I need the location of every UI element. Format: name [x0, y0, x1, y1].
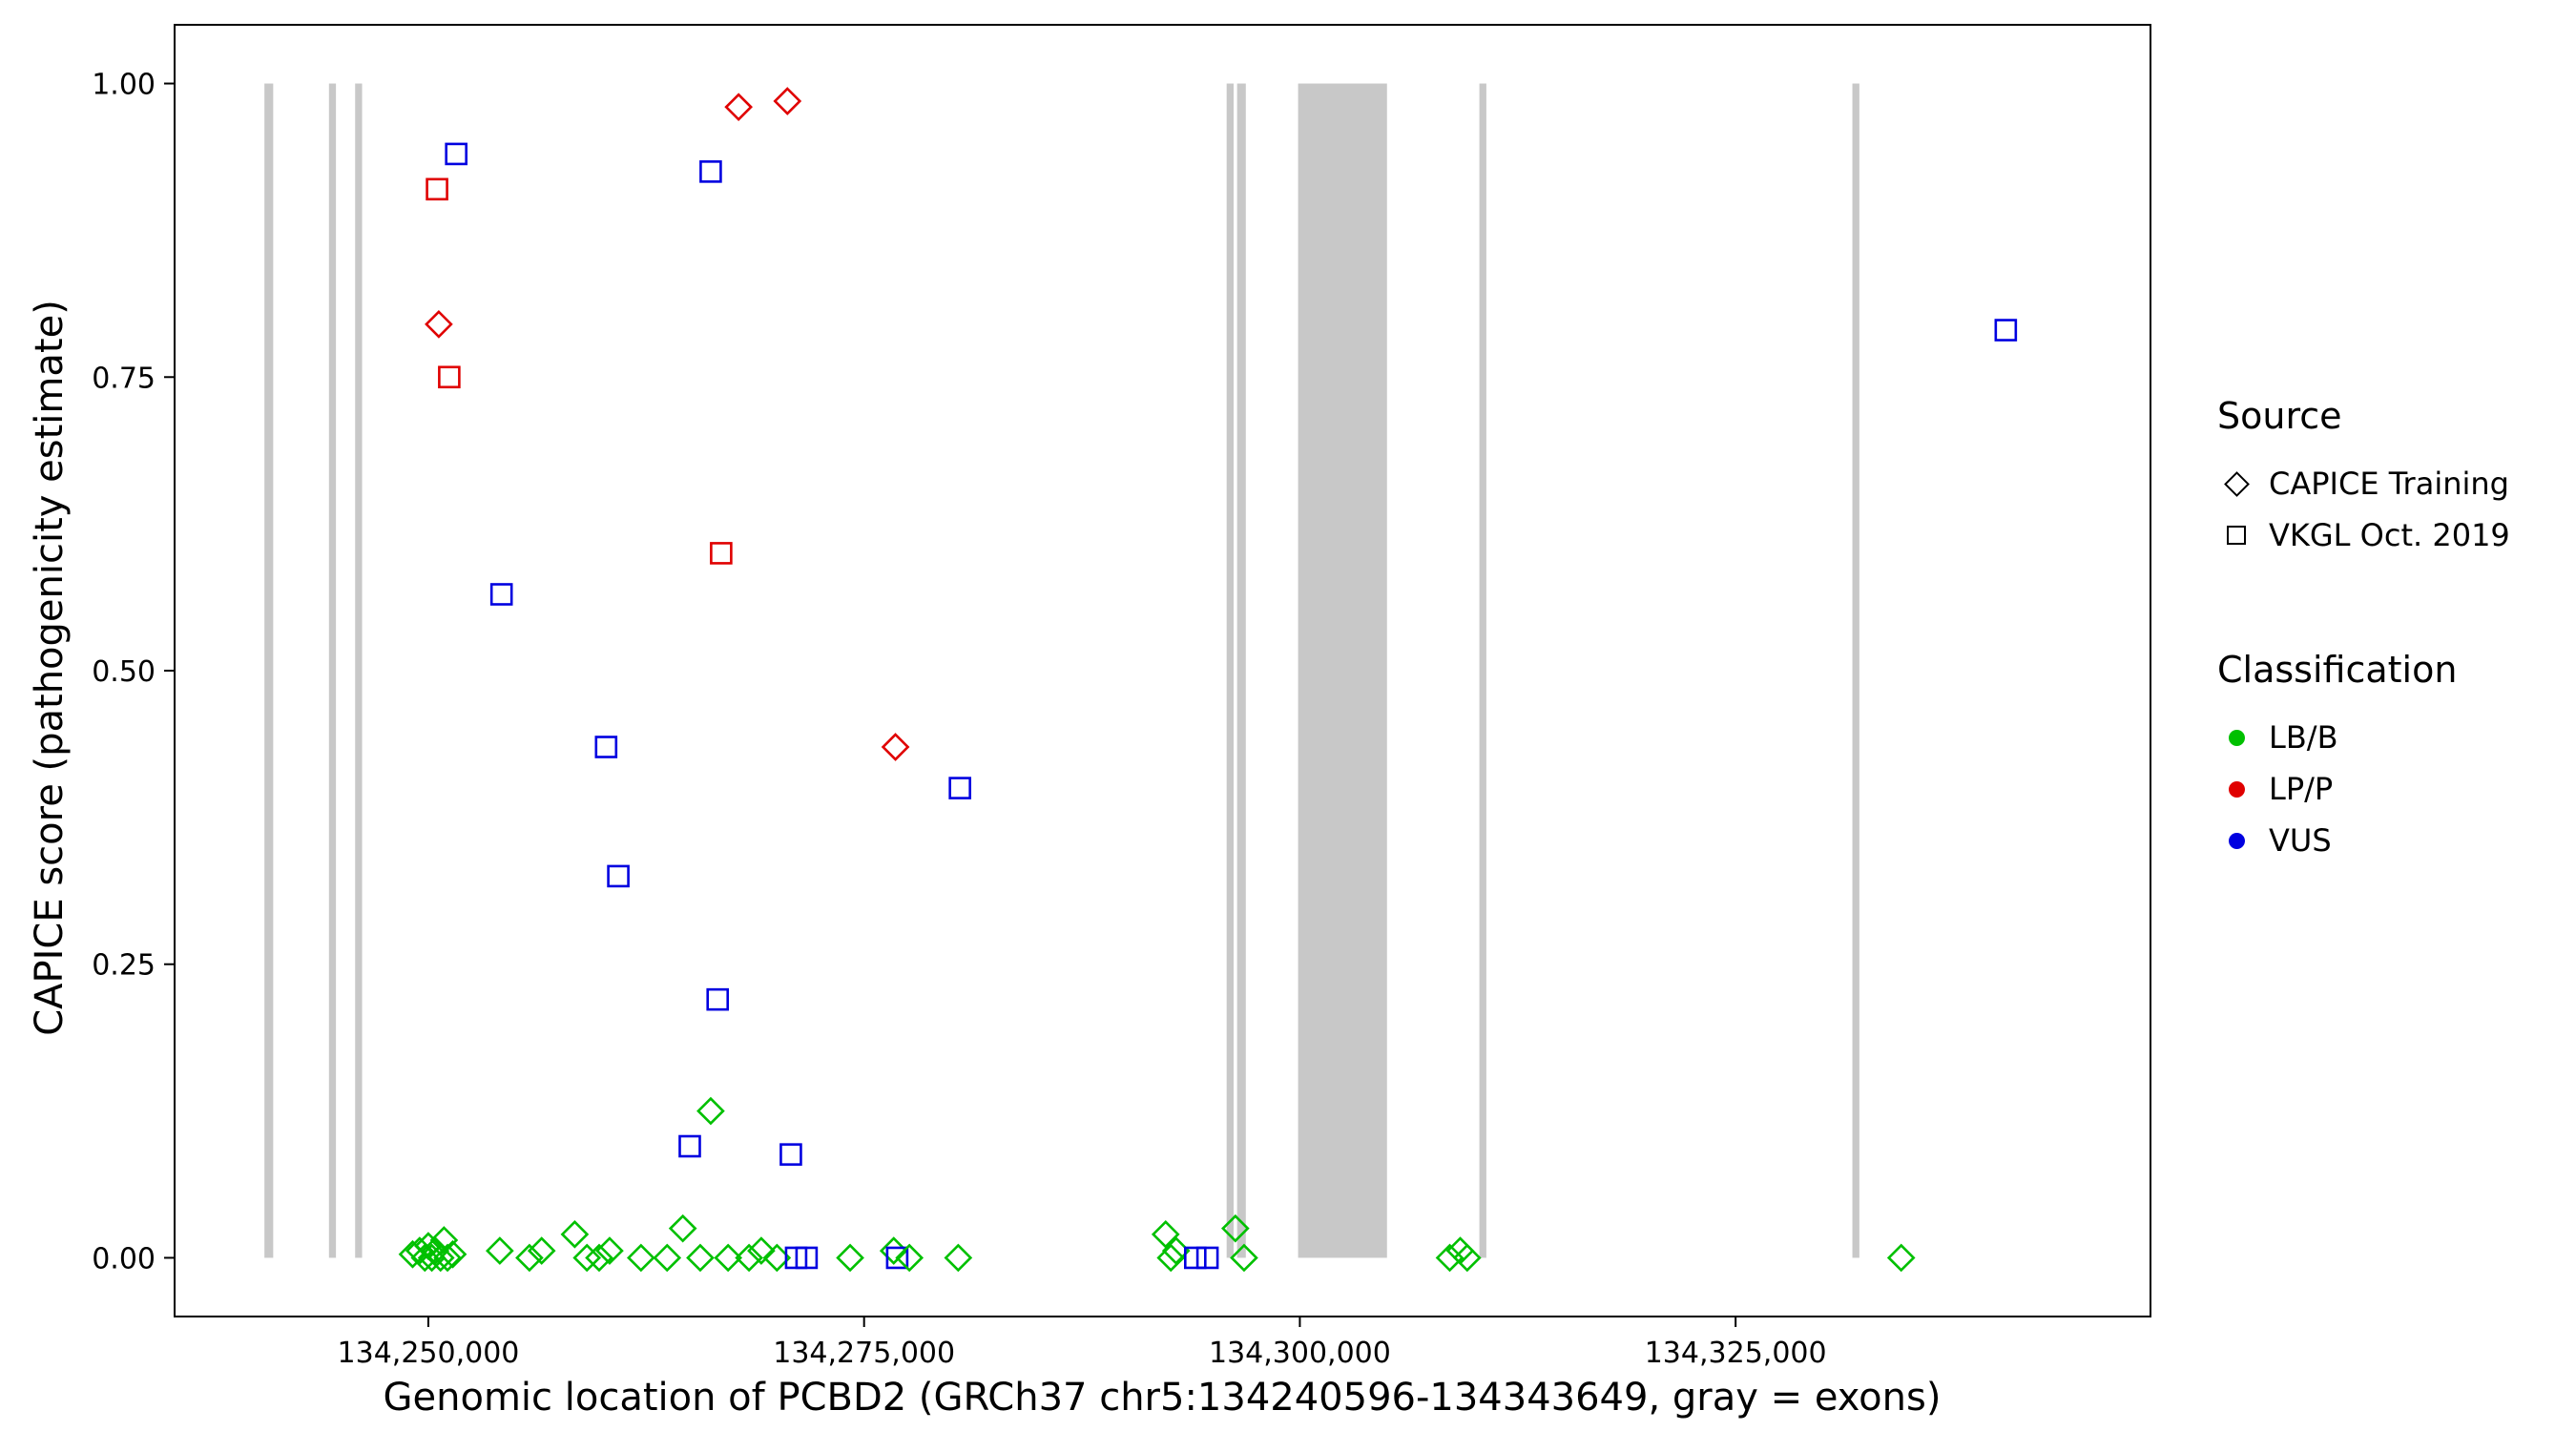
- exon-bar: [355, 83, 363, 1258]
- data-point-square: [678, 1134, 701, 1158]
- data-point-diamond: [1452, 1243, 1482, 1273]
- data-point-diamond: [696, 1096, 725, 1126]
- data-point-square: [1184, 1246, 1207, 1270]
- data-point-diamond: [426, 1243, 455, 1273]
- legend-source-group: Source CAPICE Training VKGL Oct. 2019: [2217, 395, 2510, 561]
- x-axis-title: Genomic location of PCBD2 (GRCh37 chr5:1…: [383, 1376, 1942, 1420]
- data-point-square: [1195, 1246, 1219, 1270]
- data-point-diamond: [438, 1239, 467, 1269]
- exon-bar: [1236, 83, 1246, 1258]
- data-point-diamond: [686, 1243, 715, 1273]
- data-point-square: [706, 987, 730, 1011]
- data-point-diamond: [747, 1236, 776, 1265]
- x-tick-label: 134,300,000: [1209, 1337, 1391, 1370]
- data-point-square: [885, 1246, 909, 1270]
- data-point-diamond: [515, 1243, 544, 1273]
- exon-bar: [1226, 83, 1234, 1258]
- data-point-square: [438, 365, 461, 389]
- y-tick-label: 0.25: [92, 949, 156, 983]
- data-point-diamond: [653, 1243, 682, 1273]
- legend-item-lpp: LP/P: [2217, 763, 2510, 815]
- green-dot-icon: [2217, 729, 2255, 746]
- data-point-diamond: [735, 1243, 763, 1273]
- x-tick-label: 134,275,000: [773, 1337, 955, 1370]
- legend-item-label: CAPICE Training: [2269, 466, 2509, 502]
- exon-bar: [264, 83, 274, 1258]
- red-dot-icon: [2217, 780, 2255, 798]
- data-point-square: [699, 160, 722, 183]
- data-point-square: [1994, 319, 2018, 342]
- legend-dot-vus: [2228, 832, 2245, 849]
- data-point-diamond: [944, 1243, 973, 1273]
- legend-dot-lpp: [2228, 780, 2245, 798]
- data-point-diamond: [895, 1243, 924, 1273]
- data-point-diamond: [836, 1243, 864, 1273]
- data-point-diamond: [1156, 1243, 1186, 1273]
- data-point-diamond: [724, 93, 753, 122]
- data-point-square: [779, 1143, 802, 1166]
- legend-item-label: VUS: [2269, 822, 2332, 859]
- legend-item-label: LP/P: [2269, 771, 2334, 807]
- legend-dot-lbb: [2228, 729, 2245, 746]
- exon-bar: [1852, 83, 1859, 1258]
- legend-item-lbb: LB/B: [2217, 712, 2510, 763]
- data-point-diamond: [421, 1236, 450, 1265]
- y-tick-label: 0.50: [92, 655, 156, 689]
- legend: Source CAPICE Training VKGL Oct. 2019 Cl…: [2217, 395, 2510, 866]
- y-tick-label: 1.00: [92, 69, 156, 102]
- data-point-diamond: [626, 1243, 655, 1273]
- diamond-key-icon: [2217, 470, 2255, 497]
- data-point-square: [445, 142, 467, 166]
- data-point-diamond: [773, 87, 802, 115]
- data-point-diamond: [881, 733, 910, 761]
- legend-item-vkgl-2019: VKGL Oct. 2019: [2217, 509, 2510, 561]
- data-point-square: [426, 177, 448, 201]
- data-point-diamond: [1230, 1243, 1258, 1273]
- legend-item-label: VKGL Oct. 2019: [2269, 517, 2510, 553]
- data-point-diamond: [714, 1243, 743, 1273]
- legend-classification-group: Classification LB/B LP/P VUS: [2217, 649, 2510, 866]
- data-point-square: [594, 736, 618, 758]
- y-tick-label: 0.00: [92, 1242, 156, 1275]
- data-point-square: [795, 1246, 819, 1270]
- data-point-square: [489, 583, 513, 606]
- data-point-square: [948, 777, 971, 799]
- legend-source-title: Source: [2217, 395, 2342, 437]
- exon-bar: [328, 83, 337, 1258]
- y-axis-title: CAPICE score (pathogenicity estimate): [28, 300, 72, 1036]
- exon-bar: [1298, 83, 1387, 1258]
- square-key-icon: [2217, 526, 2255, 545]
- exon-bar: [1479, 83, 1486, 1258]
- legend-item-vus: VUS: [2217, 815, 2510, 866]
- data-point-diamond: [527, 1236, 556, 1265]
- legend-classification-title: Classification: [2217, 649, 2458, 691]
- x-tick-label: 134,325,000: [1645, 1337, 1827, 1370]
- blue-dot-icon: [2217, 832, 2255, 849]
- data-point-diamond: [668, 1213, 697, 1243]
- data-point-diamond: [560, 1220, 590, 1249]
- data-point-diamond: [425, 310, 453, 339]
- data-point-square: [710, 542, 733, 565]
- data-point-diamond: [595, 1236, 624, 1265]
- x-tick-label: 134,250,000: [338, 1337, 520, 1370]
- data-point-diamond: [572, 1243, 602, 1273]
- data-point-square: [607, 864, 630, 888]
- data-point-diamond: [486, 1236, 514, 1265]
- data-point-diamond: [585, 1243, 613, 1273]
- data-point-diamond: [429, 1226, 459, 1255]
- data-point-diamond: [1886, 1243, 1916, 1273]
- legend-item-label: LB/B: [2269, 719, 2338, 756]
- y-tick-label: 0.75: [92, 362, 156, 395]
- legend-item-capice-training: CAPICE Training: [2217, 458, 2510, 509]
- data-point-diamond: [1220, 1213, 1250, 1243]
- data-point-diamond: [1151, 1220, 1180, 1249]
